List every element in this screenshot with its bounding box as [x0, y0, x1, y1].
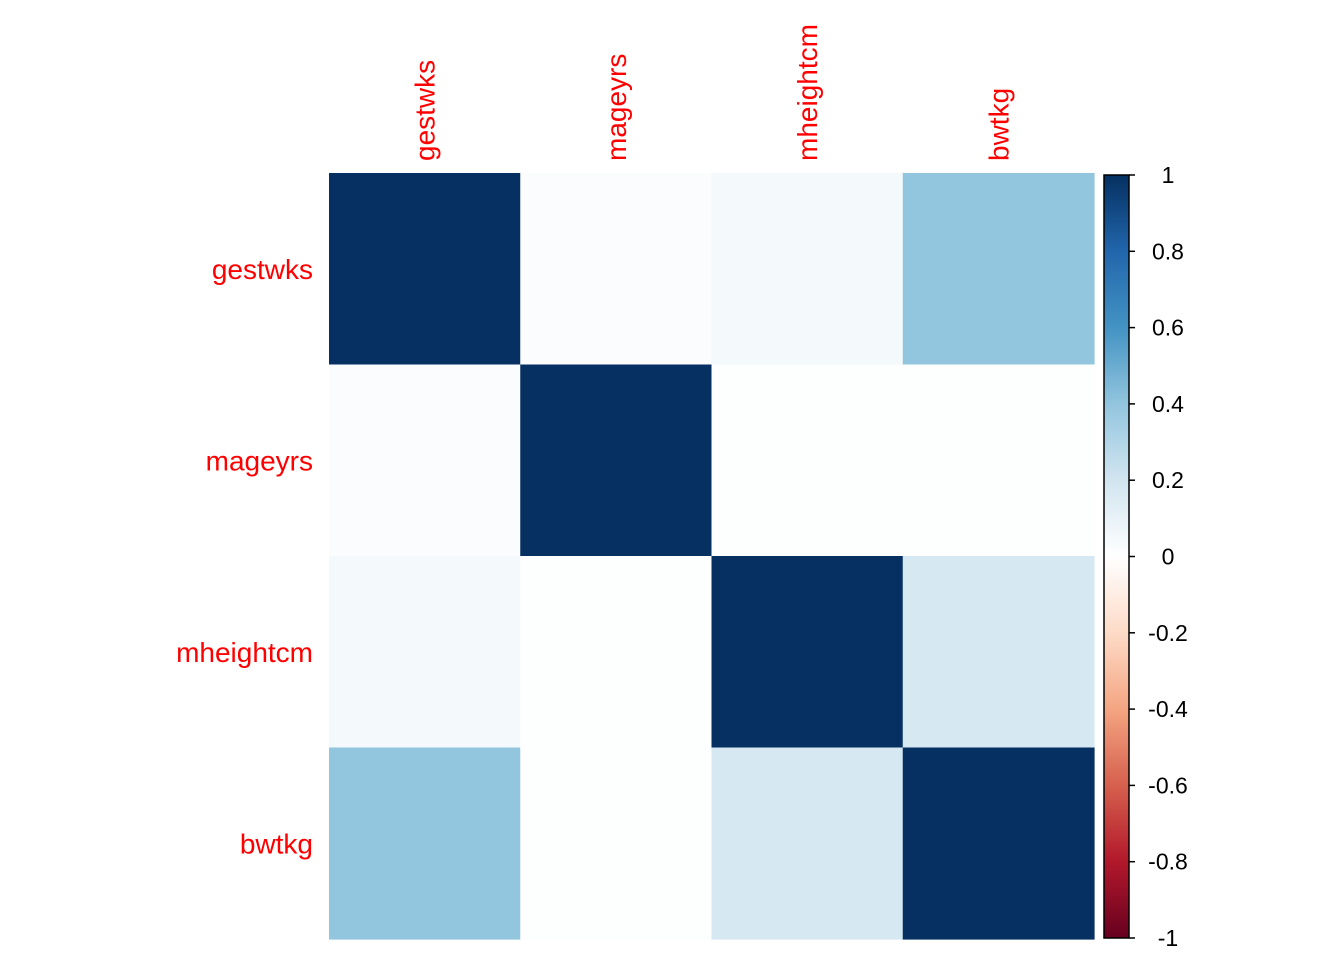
colorbar-tick-label: 0.6	[1152, 315, 1184, 341]
heatmap-cell-gestwks-mageyrs	[520, 173, 713, 366]
heatmap-cell-bwtkg-gestwks	[329, 747, 521, 940]
colorbar-tick-label: -0.2	[1148, 620, 1188, 646]
heatmap-cell-mheightcm-gestwks	[329, 556, 521, 749]
colorbar-tick-label: 0.8	[1152, 238, 1184, 264]
colorbar-tick-label: -1	[1158, 925, 1178, 951]
colorbar-gradient-bar	[1103, 174, 1130, 939]
colorbar-tick-label: -0.4	[1148, 696, 1188, 722]
color-legend: 1 0.8 0.6 0.4 0.2 0 -0.2 -0.4 -0.6 -0.8 -1	[1103, 162, 1188, 951]
heatmap-cells	[329, 173, 1095, 940]
heatmap-cell-gestwks-gestwks	[329, 173, 521, 366]
column-label-mageyrs: mageyrs	[601, 54, 632, 161]
heatmap-cell-mageyrs-gestwks	[329, 364, 521, 557]
column-label-bwtkg: bwtkg	[983, 88, 1014, 161]
row-label-mheightcm: mheightcm	[176, 637, 313, 668]
heatmap-cell-mheightcm-mageyrs	[520, 556, 713, 749]
column-label-gestwks: gestwks	[410, 60, 441, 161]
colorbar-tick-label: 0	[1162, 544, 1175, 570]
row-label-mageyrs: mageyrs	[206, 445, 313, 476]
colorbar-tick-label: 1	[1162, 162, 1175, 188]
heatmap-cell-mheightcm-bwtkg	[902, 556, 1095, 749]
heatmap-cell-gestwks-bwtkg	[902, 173, 1095, 366]
colorbar-tick-label: 0.2	[1152, 467, 1184, 493]
heatmap-cell-bwtkg-mheightcm	[711, 747, 904, 940]
heatmap-cell-mageyrs-mheightcm	[711, 364, 904, 557]
row-label-gestwks: gestwks	[212, 254, 313, 285]
heatmap-cell-bwtkg-bwtkg	[902, 747, 1095, 940]
column-labels: gestwks mageyrs mheightcm bwtkg	[410, 24, 1015, 161]
row-label-bwtkg: bwtkg	[240, 828, 313, 859]
heatmap-cell-gestwks-mheightcm	[711, 173, 904, 366]
heatmap-cell-mageyrs-mageyrs	[520, 364, 713, 557]
colorbar-tick-label: 0.4	[1152, 391, 1184, 417]
row-labels: gestwks mageyrs mheightcm bwtkg	[176, 254, 313, 860]
heatmap-cell-mageyrs-bwtkg	[902, 364, 1095, 557]
heatmap-cell-bwtkg-mageyrs	[520, 747, 713, 940]
column-label-mheightcm: mheightcm	[792, 24, 823, 161]
colorbar-tick-label: -0.6	[1148, 772, 1188, 798]
colorbar-tick-label: -0.8	[1148, 849, 1188, 875]
heatmap-cell-mheightcm-mheightcm	[711, 556, 904, 749]
